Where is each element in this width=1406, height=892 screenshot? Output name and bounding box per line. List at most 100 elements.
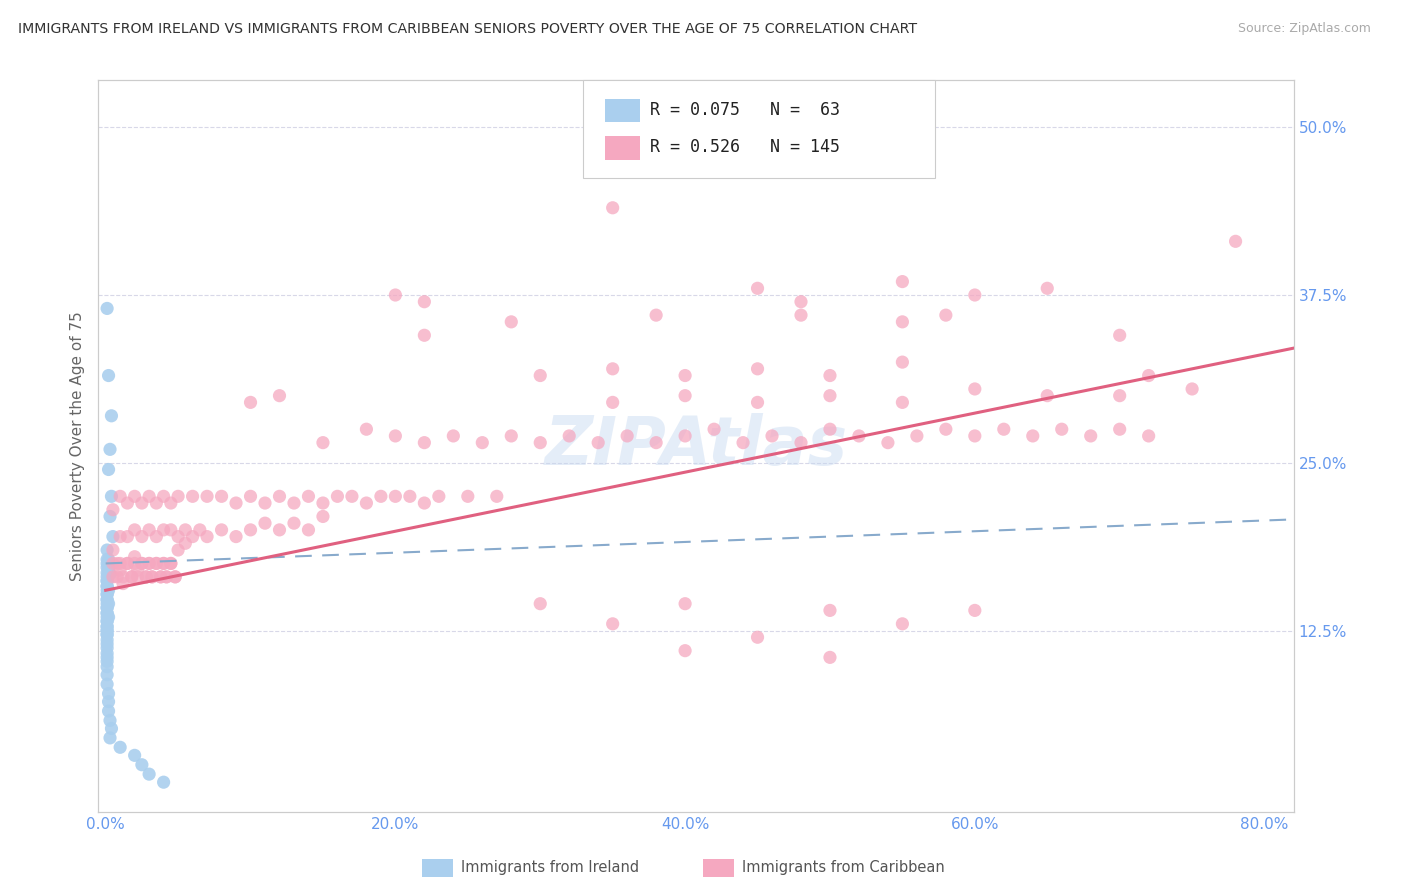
Point: [98, 442, 121, 457]
Point: [1137, 429, 1160, 443]
Point: [124, 748, 146, 763]
Point: [96, 600, 118, 615]
Point: [297, 489, 319, 503]
Point: [152, 775, 174, 789]
Point: [131, 496, 153, 510]
Point: [1108, 328, 1130, 343]
Point: [283, 516, 305, 531]
Point: [105, 570, 128, 584]
Point: [96, 597, 118, 611]
Point: [1137, 368, 1160, 383]
Point: [96, 570, 118, 584]
Point: [101, 570, 124, 584]
Point: [152, 523, 174, 537]
Point: [384, 489, 406, 503]
Point: [145, 496, 167, 510]
Point: [602, 395, 624, 409]
Point: [96, 614, 118, 628]
Point: [117, 496, 139, 510]
Point: [96, 606, 118, 620]
Point: [818, 389, 841, 403]
Point: [96, 660, 118, 674]
Point: [165, 570, 187, 584]
Point: [121, 570, 143, 584]
Point: [181, 489, 204, 503]
Point: [108, 740, 131, 755]
Point: [399, 489, 422, 503]
Point: [485, 489, 508, 503]
Point: [558, 429, 581, 443]
Point: [145, 530, 167, 544]
Point: [731, 435, 754, 450]
Point: [96, 583, 118, 598]
Point: [98, 509, 121, 524]
Point: [181, 530, 204, 544]
Point: [145, 557, 167, 571]
Point: [818, 650, 841, 665]
Point: [155, 570, 177, 584]
Point: [384, 429, 406, 443]
Point: [1108, 389, 1130, 403]
Point: [124, 489, 146, 503]
Point: [413, 496, 436, 510]
Point: [96, 552, 118, 566]
Point: [818, 368, 841, 383]
Point: [905, 429, 928, 443]
Text: R = 0.526   N = 145: R = 0.526 N = 145: [650, 138, 839, 156]
Point: [160, 557, 183, 571]
Point: [149, 570, 172, 584]
Point: [790, 435, 813, 450]
Point: [239, 523, 262, 537]
Y-axis label: Seniors Poverty Over the Age of 75: Seniors Poverty Over the Age of 75: [69, 311, 84, 581]
Point: [747, 281, 769, 295]
Point: [155, 570, 177, 584]
Text: IMMIGRANTS FROM IRELAND VS IMMIGRANTS FROM CARIBBEAN SENIORS POVERTY OVER THE AG: IMMIGRANTS FROM IRELAND VS IMMIGRANTS FR…: [18, 22, 917, 37]
Point: [673, 368, 696, 383]
Point: [96, 543, 118, 558]
Point: [97, 583, 120, 598]
Point: [441, 429, 464, 443]
Point: [312, 435, 335, 450]
Point: [97, 552, 120, 566]
Point: [149, 570, 172, 584]
Point: [413, 328, 436, 343]
Point: [96, 668, 118, 682]
Point: [340, 489, 363, 503]
Point: [96, 677, 118, 691]
Point: [96, 627, 118, 641]
Point: [501, 315, 523, 329]
Point: [1036, 389, 1059, 403]
Point: [326, 489, 349, 503]
Point: [131, 757, 153, 772]
Point: [891, 355, 914, 369]
Point: [101, 502, 124, 516]
Text: ZIPAtlas: ZIPAtlas: [544, 413, 848, 479]
Point: [97, 687, 120, 701]
Point: [131, 530, 153, 544]
Point: [124, 523, 146, 537]
Point: [152, 557, 174, 571]
Point: [356, 496, 378, 510]
Point: [174, 536, 197, 550]
Point: [145, 557, 167, 571]
Point: [818, 603, 841, 617]
Point: [239, 489, 262, 503]
Point: [160, 557, 183, 571]
Point: [97, 704, 120, 718]
Point: [138, 489, 160, 503]
Point: [673, 389, 696, 403]
Point: [96, 624, 118, 638]
Point: [963, 288, 986, 302]
Point: [117, 557, 139, 571]
Point: [96, 614, 118, 628]
Point: [138, 557, 160, 571]
Point: [1022, 429, 1045, 443]
Point: [96, 637, 118, 651]
Point: [97, 368, 120, 383]
Point: [312, 496, 335, 510]
Text: Immigrants from Ireland: Immigrants from Ireland: [461, 861, 640, 875]
Point: [790, 294, 813, 309]
Point: [97, 560, 120, 574]
Point: [96, 592, 118, 607]
Point: [152, 557, 174, 571]
